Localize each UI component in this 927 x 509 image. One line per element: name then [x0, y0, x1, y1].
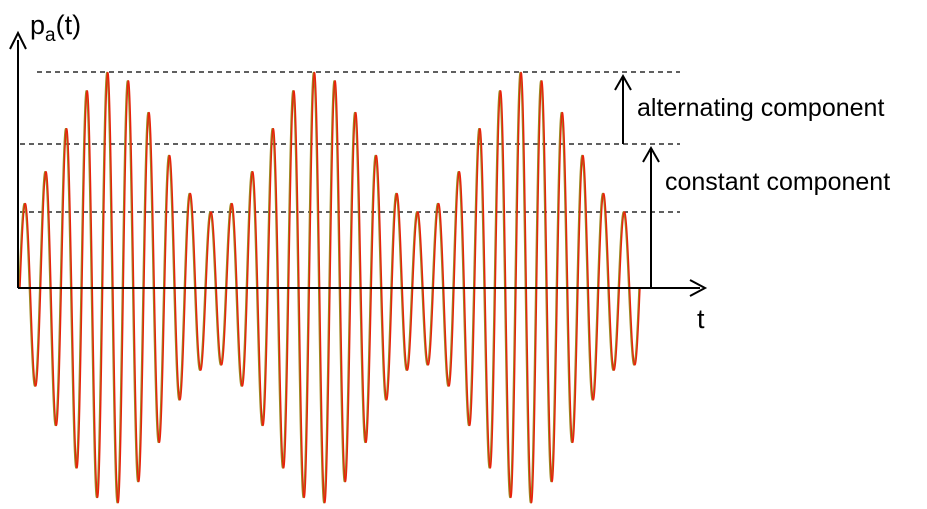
constant-component-label: constant component	[665, 168, 890, 196]
x-axis-label: t	[697, 304, 705, 334]
alternating-component-label: alternating component	[637, 94, 884, 122]
y-axis-label: pa(t)	[30, 10, 81, 46]
constant-arrowhead	[642, 145, 660, 163]
y-axis-arrowhead	[9, 30, 27, 50]
x-axis-arrowhead	[689, 279, 708, 297]
alternating-arrowhead	[614, 73, 632, 91]
